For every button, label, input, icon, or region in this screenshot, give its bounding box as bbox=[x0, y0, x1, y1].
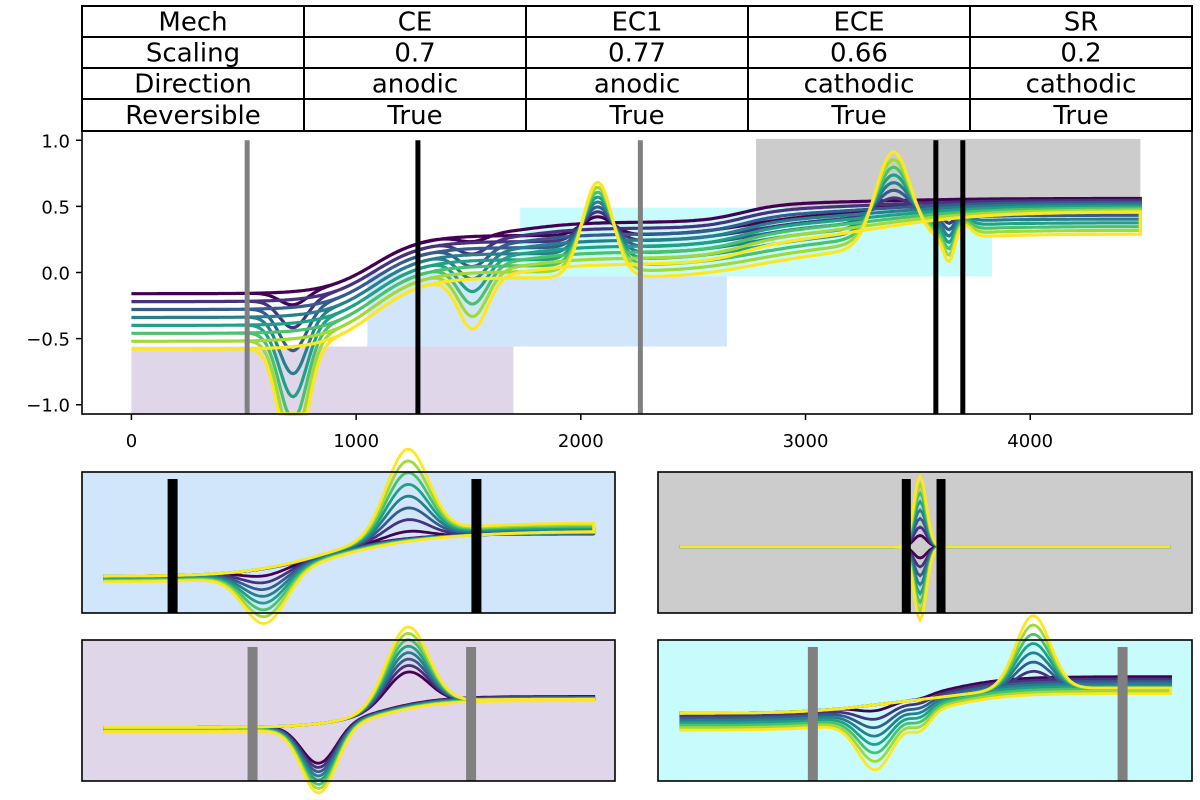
inset-series-line bbox=[679, 472, 1171, 624]
x-tick-label: 4000 bbox=[1007, 431, 1053, 452]
table-value-cell: True bbox=[608, 101, 664, 131]
shaded-regions bbox=[131, 138, 1141, 414]
table-value-cell: True bbox=[386, 101, 442, 131]
x-tick-label: 2000 bbox=[558, 431, 604, 452]
table-cell bbox=[81, 5, 305, 38]
inset-series-line bbox=[103, 447, 596, 625]
y-axis: −1.0 −0.5 0.0 0.5 1.0 bbox=[26, 131, 82, 417]
x-tick-label: 1000 bbox=[333, 431, 379, 452]
table-cell bbox=[747, 98, 971, 132]
table-value-cell: Direction bbox=[134, 70, 251, 100]
table-header-cell: SR bbox=[1064, 8, 1099, 38]
series-line bbox=[131, 150, 1142, 416]
inset-frame bbox=[657, 639, 1193, 782]
table-header-cell: EC1 bbox=[611, 8, 662, 38]
table-value-cell: 0.2 bbox=[1060, 39, 1101, 69]
table-value-cell: 0.77 bbox=[608, 39, 666, 69]
table-value-cell: cathodic bbox=[804, 70, 915, 100]
y-tick-label: −0.5 bbox=[26, 330, 70, 351]
inset-background bbox=[82, 472, 615, 613]
table-value-cell: True bbox=[830, 101, 886, 131]
table-value-cell: True bbox=[1052, 101, 1108, 131]
y-tick-label: 1.0 bbox=[41, 131, 70, 152]
inset-background bbox=[82, 640, 615, 781]
table-cell bbox=[969, 36, 1193, 69]
inset-series-line bbox=[679, 614, 1172, 772]
inset-frame bbox=[81, 639, 616, 782]
y-tick-label: −1.0 bbox=[26, 396, 70, 417]
table-cell bbox=[525, 36, 749, 69]
x-tick-label: 0 bbox=[126, 431, 137, 452]
x-tick-label: 3000 bbox=[783, 431, 829, 452]
table-header-cell: CE bbox=[398, 8, 433, 38]
inset-top-right bbox=[657, 471, 1193, 624]
table-value-cell: Scaling bbox=[146, 39, 240, 69]
x-axis: 0 1000 2000 3000 4000 bbox=[126, 414, 1053, 452]
table-cell bbox=[81, 98, 305, 132]
y-tick-label: 0.0 bbox=[41, 264, 70, 285]
table-cell bbox=[747, 67, 971, 100]
table-cell bbox=[81, 36, 305, 69]
table-cell bbox=[969, 98, 1193, 132]
inset-bottom-right bbox=[657, 614, 1193, 782]
table-value-cell: 0.66 bbox=[830, 39, 888, 69]
table-cell bbox=[303, 98, 527, 132]
shaded-region bbox=[131, 346, 514, 414]
y-tick-label: 0.5 bbox=[41, 197, 70, 218]
table-header-cell: Mech bbox=[158, 8, 227, 38]
inset-frame bbox=[81, 471, 616, 614]
inset-top-left bbox=[81, 447, 616, 625]
table-header-cell: ECE bbox=[833, 8, 884, 38]
inset-series-line bbox=[103, 625, 596, 795]
main-chart: 0 1000 2000 3000 4000 −1.0 −0.5 0.0 0.5 1.0 bbox=[26, 130, 1193, 452]
table-value-cell: Reversible bbox=[125, 101, 260, 131]
table-value-cell: cathodic bbox=[1026, 70, 1137, 100]
table-value-cell: 0.7 bbox=[394, 39, 435, 69]
shaded-region bbox=[756, 138, 1141, 208]
table-cell bbox=[303, 67, 527, 100]
parameter-table: Mech CE EC1 ECE SR Scaling 0.7 0.77 0.66 0.2 Direc… bbox=[81, 5, 1193, 132]
vertical-markers bbox=[244, 140, 966, 414]
inset-frame bbox=[657, 471, 1193, 614]
shaded-region bbox=[367, 272, 727, 347]
series-lines bbox=[131, 150, 1142, 416]
table-value-cell: anodic bbox=[594, 70, 680, 100]
table-value-cell: anodic bbox=[372, 70, 458, 100]
inset-bottom-left bbox=[81, 625, 616, 795]
